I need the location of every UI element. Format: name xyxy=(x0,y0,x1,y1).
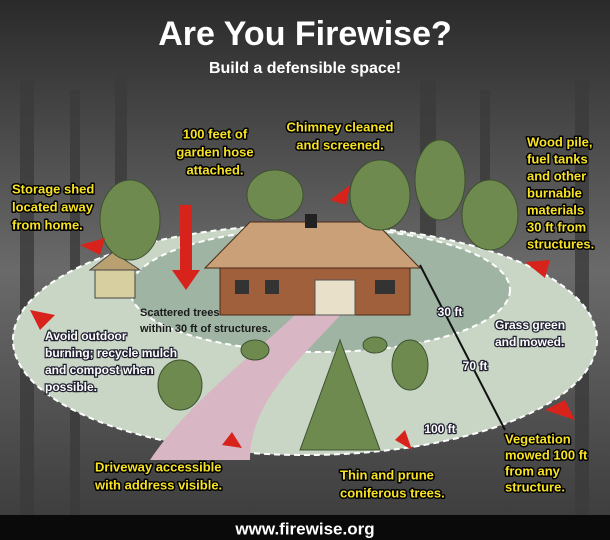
title: Are You Firewise? xyxy=(158,15,452,53)
label-line: mowed 100 ft xyxy=(505,447,588,462)
label-line: 30 ft from xyxy=(527,219,586,234)
label-line: Grass green xyxy=(495,318,565,332)
label-line: and screened. xyxy=(296,137,383,152)
distance-label: 70 ft xyxy=(463,359,488,373)
infographic: Are You Firewise? Build a defensible spa… xyxy=(0,0,610,540)
label-line: and mowed. xyxy=(495,335,564,349)
label-line: materials xyxy=(527,202,584,217)
label-line: from home. xyxy=(12,217,83,232)
label-line: 100 feet of xyxy=(183,126,248,141)
label-line: within 30 ft of structures. xyxy=(139,323,271,335)
label-line: Storage shed xyxy=(12,181,94,196)
label-line: Avoid outdoor xyxy=(45,329,127,343)
subtitle: Build a defensible space! xyxy=(209,60,401,77)
label-line: Wood pile, xyxy=(527,134,592,149)
label-line: possible. xyxy=(45,380,97,394)
label-line: located away xyxy=(12,199,94,214)
label-line: and other xyxy=(527,168,586,183)
label-line: burning; recycle mulch xyxy=(45,346,177,360)
label-line: fuel tanks xyxy=(527,151,588,166)
label-line: Vegetation xyxy=(505,431,571,446)
label-line: Chimney cleaned xyxy=(287,119,394,134)
label-line: coniferous trees. xyxy=(340,485,445,500)
label-line: structures. xyxy=(527,236,594,251)
label-line: and compost when xyxy=(45,363,154,377)
label-line: garden hose xyxy=(176,144,253,159)
label-line: with address visible. xyxy=(94,477,222,492)
distance-label: 30 ft xyxy=(438,305,463,319)
footer-url: www.firewise.org xyxy=(234,519,374,538)
label-line: Scattered trees xyxy=(140,307,220,319)
label-line: Thin and prune xyxy=(340,467,434,482)
label-line: burnable xyxy=(527,185,582,200)
label-line: from any xyxy=(505,463,561,478)
distance-label: 100 ft xyxy=(424,422,455,436)
label-line: structure. xyxy=(505,479,565,494)
label-line: Driveway accessible xyxy=(95,459,221,474)
label-line: attached. xyxy=(186,162,243,177)
